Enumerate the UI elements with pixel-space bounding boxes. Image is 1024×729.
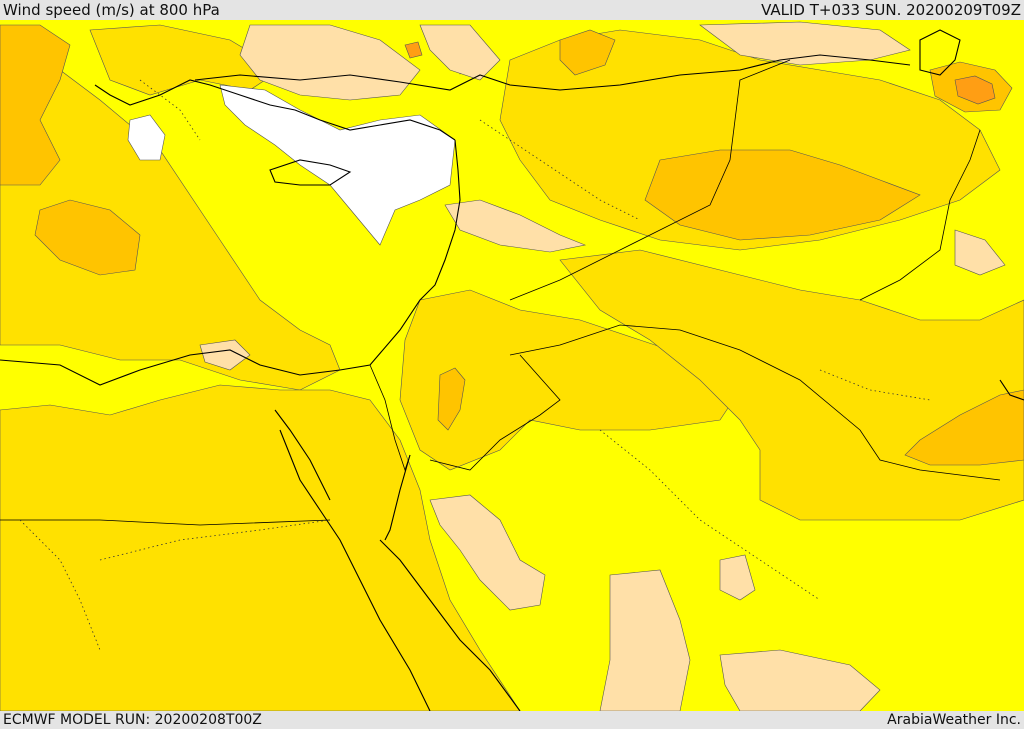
low-region-iran-east bbox=[719, 554, 756, 601]
low-region-anatolia-north bbox=[419, 24, 501, 81]
coastlines bbox=[0, 29, 1024, 711]
footer-bar: ECMWF MODEL RUN: 20200208T00Z ArabiaWeat… bbox=[0, 711, 1024, 729]
border-saudi-iraq bbox=[509, 324, 1001, 481]
low-region-kuwait bbox=[954, 229, 1006, 276]
very-strong-core-aegean bbox=[404, 41, 423, 59]
field-low bbox=[199, 21, 1006, 711]
coast-gulf-suez bbox=[274, 409, 331, 501]
border-israel-egypt bbox=[369, 364, 411, 472]
very-strong-core-caspian bbox=[954, 75, 996, 105]
strong-region-balkans bbox=[0, 24, 71, 186]
field-calm bbox=[127, 84, 456, 246]
calm-region-cyprus bbox=[219, 84, 456, 246]
low-region-saudi-east bbox=[719, 649, 881, 711]
valid-time: VALID T+033 SUN. 20200209T09Z bbox=[761, 1, 1021, 19]
low-region-saudi-north bbox=[429, 494, 546, 611]
credit: ArabiaWeather Inc. bbox=[887, 712, 1021, 728]
strong-region-syria-north bbox=[559, 29, 616, 76]
strong-region-libya bbox=[34, 199, 141, 276]
coast-red-sea-east bbox=[379, 539, 521, 711]
coast-cyprus bbox=[269, 159, 352, 186]
header-bar: Wind speed (m/s) at 800 hPa VALID T+033 … bbox=[0, 0, 1024, 20]
map-title: Wind speed (m/s) at 800 hPa bbox=[3, 1, 220, 19]
border-jordan-saudi bbox=[429, 354, 561, 471]
coast-gulf-aqaba bbox=[384, 454, 411, 541]
admin-lines bbox=[19, 79, 931, 651]
coast-caspian bbox=[919, 29, 961, 76]
coast-black-sea bbox=[194, 54, 911, 91]
model-run: ECMWF MODEL RUN: 20200208T00Z bbox=[3, 712, 262, 728]
low-region-turkey bbox=[239, 24, 421, 101]
wind-speed-map bbox=[0, 20, 1024, 711]
low-region-saudi-central bbox=[599, 569, 691, 711]
low-region-lebanon bbox=[444, 199, 587, 253]
calm-region-rhodes bbox=[127, 114, 166, 161]
fresh-region-levant bbox=[399, 289, 741, 471]
border-egypt-sudan bbox=[0, 519, 331, 526]
coast-persian-gulf bbox=[999, 379, 1024, 401]
strong-region-iraq bbox=[644, 149, 921, 241]
field-fresh bbox=[0, 24, 1024, 711]
coast-med-south bbox=[0, 139, 461, 386]
strong-region-jordan bbox=[437, 367, 466, 431]
borders bbox=[0, 59, 1001, 526]
low-region-caucasus bbox=[699, 21, 911, 66]
coast-turkey-south bbox=[94, 79, 456, 141]
field-strong bbox=[0, 24, 1024, 466]
fresh-region-egypt-sudan bbox=[0, 384, 521, 711]
low-region-egypt-delta bbox=[199, 339, 251, 371]
border-iran-iraq bbox=[859, 129, 981, 301]
strong-region-gulf bbox=[904, 389, 1024, 466]
coast-red-sea-west bbox=[279, 429, 431, 711]
border-iraq-syria bbox=[509, 59, 791, 301]
